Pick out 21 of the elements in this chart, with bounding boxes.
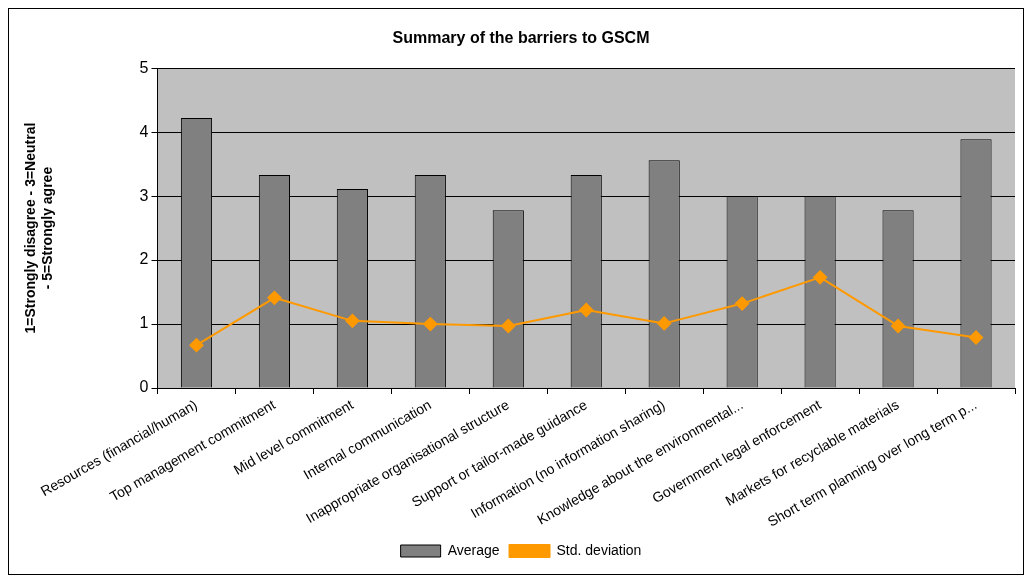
point <box>891 318 906 333</box>
y-tick-label: 5 <box>139 58 149 76</box>
y-axis-title: 1=Strongly disagree - 3=Neutral - 5=Strongly agree <box>22 122 56 334</box>
point <box>423 317 438 332</box>
point <box>813 270 828 285</box>
y-tick-label: 3 <box>139 186 149 204</box>
y-tick-label: 0 <box>139 378 149 396</box>
y-tick-label: 1 <box>139 314 149 332</box>
point <box>267 290 282 305</box>
legend-label: Std. deviation <box>556 541 642 558</box>
point <box>657 316 672 331</box>
y-tick-label: 4 <box>139 122 149 140</box>
point <box>969 330 984 345</box>
chart-title: Summary of the barriers to GSCM <box>392 29 650 47</box>
y-tick-label: 2 <box>139 250 149 268</box>
point <box>735 296 750 311</box>
point <box>579 302 594 317</box>
point <box>345 313 360 328</box>
point <box>189 338 204 353</box>
legend-label: Average <box>447 541 500 558</box>
point <box>501 318 516 333</box>
